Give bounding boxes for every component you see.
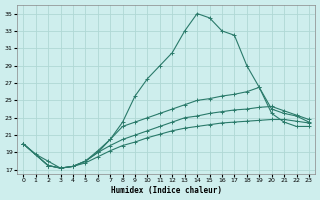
X-axis label: Humidex (Indice chaleur): Humidex (Indice chaleur) — [111, 186, 221, 195]
